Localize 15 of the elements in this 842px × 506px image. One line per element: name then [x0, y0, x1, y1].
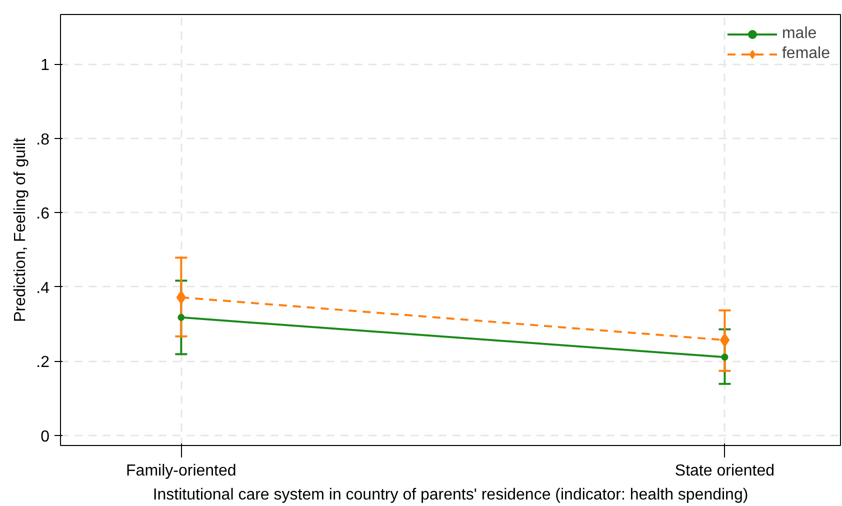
- legend-label: female: [782, 45, 830, 63]
- point: [721, 354, 728, 361]
- x-tick-label: Family-oriented: [126, 462, 236, 480]
- point: [178, 314, 185, 321]
- y-tick-label: .4: [36, 280, 50, 297]
- x-axis-title: Institutional care system in country of parents' residence (indicator: health spending): [152, 486, 748, 504]
- y-tick-label: .2: [36, 354, 50, 372]
- y-tick-label: .6: [36, 206, 50, 223]
- x-tick-label: State oriented: [674, 462, 775, 480]
- y-axis-title: Prediction, Feeling of guilt: [12, 137, 30, 322]
- y-tick-label: 1: [40, 57, 50, 74]
- legend-label: male: [782, 25, 817, 43]
- y-tick-label: .8: [36, 131, 50, 148]
- y-tick-label: 0: [40, 428, 50, 446]
- point: [720, 333, 730, 348]
